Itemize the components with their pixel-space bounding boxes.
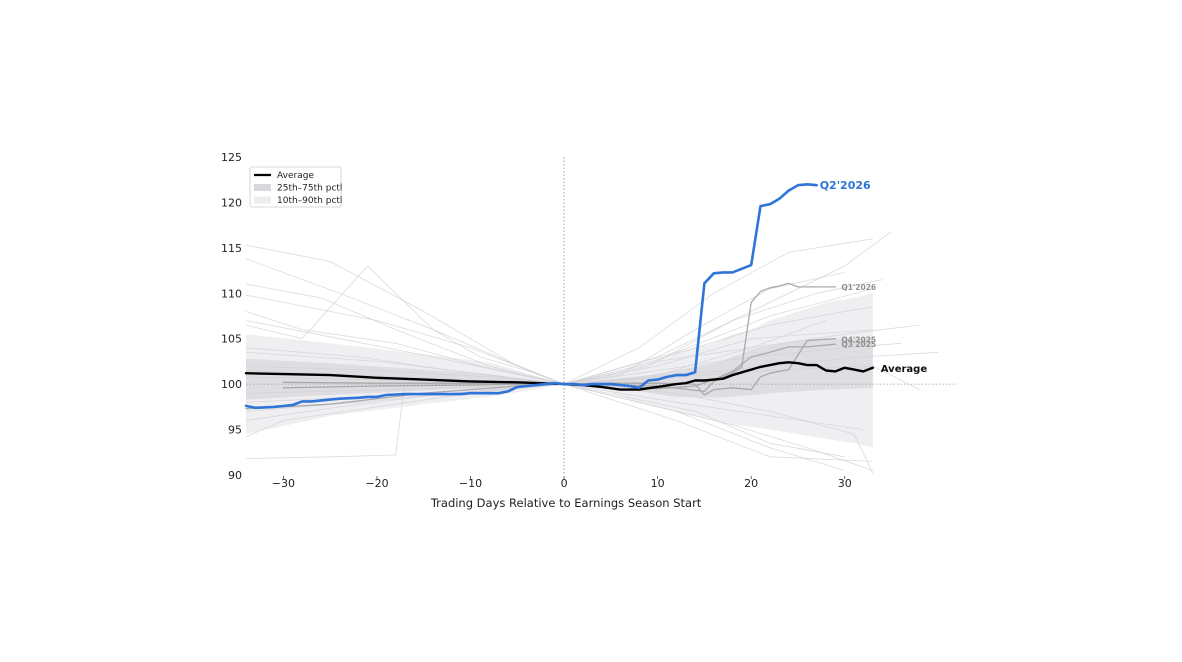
- end-label-q4-2025: Q4'2025: [841, 336, 876, 345]
- end-label-q2-2026: Q2'2026: [820, 179, 871, 192]
- x-tick-label: −30: [272, 477, 295, 490]
- highlight-series-lines: [244, 183, 874, 410]
- y-tick-label: 95: [228, 424, 242, 437]
- legend-label: 10th–90th pctl: [277, 196, 342, 206]
- series-line-q3-2025: [282, 343, 837, 390]
- end-label-q1-2026: Q1'2026: [841, 283, 876, 292]
- background-series-line-11: [245, 351, 939, 385]
- y-tick-label: 110: [221, 287, 242, 300]
- x-tick-label: −10: [459, 477, 482, 490]
- legend-label: 25th–75th pctl: [277, 184, 342, 194]
- legend-box: [249, 166, 342, 208]
- series-line-q2-2026: [244, 183, 818, 410]
- y-tick-label: 100: [221, 378, 242, 391]
- x-tick-label: 20: [744, 477, 758, 490]
- background-series-line-14: [245, 347, 920, 390]
- background-series-line-10: [245, 324, 920, 385]
- series-line-q1-2026: [245, 282, 837, 410]
- legend: Average 25th–75th pctl 10th–90th pctl: [249, 166, 342, 208]
- y-tick-label: 120: [221, 196, 242, 209]
- y-tick-label: 105: [221, 333, 242, 346]
- reference-lines: [246, 157, 957, 475]
- legend-label: Average: [277, 171, 314, 181]
- legend-swatch-iqr: [254, 184, 271, 191]
- x-tick-label: 0: [561, 477, 568, 490]
- background-series-line-17: [245, 320, 901, 385]
- y-tick-label: 90: [228, 469, 242, 482]
- y-tick-label: 115: [221, 242, 242, 255]
- end-label-q3-2025: Q3'2025: [841, 340, 876, 349]
- background-series-line-6: [245, 265, 873, 385]
- background-series-line-8: [245, 383, 873, 462]
- y-tick-label: 125: [221, 151, 242, 164]
- x-tick-label: 10: [651, 477, 665, 490]
- legend-swatch-p10-p90: [254, 196, 271, 204]
- band-10th-90th: [246, 293, 873, 448]
- end-label-average: Average: [881, 364, 928, 375]
- x-tick-label: 30: [838, 477, 852, 490]
- series-line-average: [244, 361, 874, 391]
- x-axis-label: Trading Days Relative to Earnings Season…: [430, 496, 702, 510]
- axes: −30 −20 −10 0 10 20 30 90 95 100 105 110 115 120 125: [221, 151, 852, 490]
- x-tick-label: −20: [365, 477, 388, 490]
- legend-items: Average 25th–75th pctl 10th–90th pctl: [254, 171, 342, 206]
